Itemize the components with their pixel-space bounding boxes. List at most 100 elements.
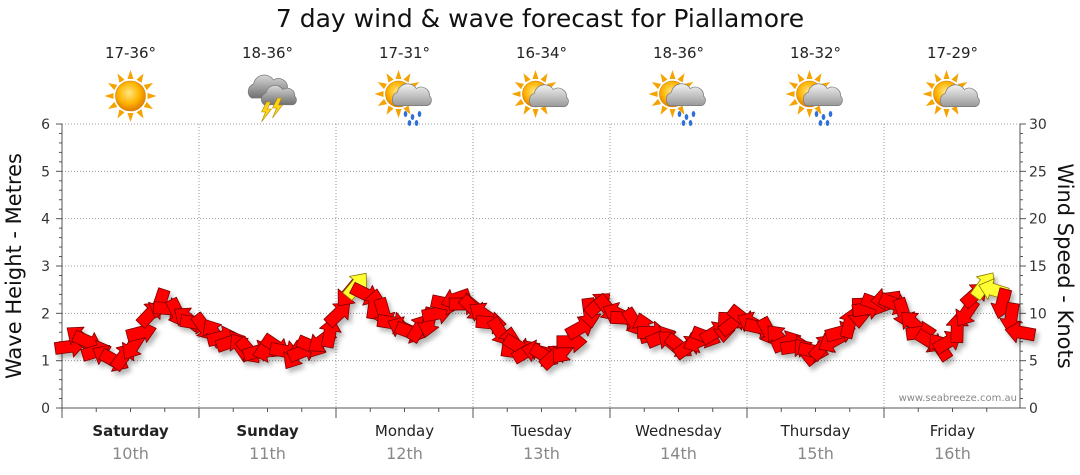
sun-ray [514, 98, 525, 106]
day-date-label: 10th [112, 444, 149, 463]
sun-ray [386, 73, 394, 83]
sun-disc [115, 80, 146, 112]
sun-ray [943, 109, 950, 118]
sun-ray [788, 82, 799, 90]
partly-cloudy-icon [922, 70, 980, 118]
right-tick-label: 0 [1029, 401, 1038, 417]
rain-drop [677, 111, 682, 117]
rain-drop [825, 120, 830, 126]
rain-drop [410, 114, 415, 120]
gridlines [62, 123, 1020, 408]
sun-ray [104, 93, 114, 99]
sun-ray [951, 105, 959, 115]
sun-ray [377, 82, 388, 90]
sun-ray [386, 105, 394, 115]
axes: 0 1 2 3 4 5 6 0 5 10 15 20 25 30 Wave Height - Metres W… [2, 117, 1077, 418]
sun-ray [660, 73, 668, 83]
sun-ray [403, 105, 411, 115]
lightning-bolt [272, 97, 284, 119]
rain-drop [821, 114, 826, 120]
sun-ray [677, 105, 685, 115]
sun-ray [136, 109, 144, 119]
left-tick-label: 6 [41, 117, 50, 133]
sun-ray [660, 105, 668, 115]
sunny-icon [104, 70, 157, 122]
sun-ray [143, 101, 154, 109]
sun-ray [677, 73, 685, 83]
rain-drop [691, 111, 696, 117]
partly-cloudy-icon [511, 70, 569, 118]
day-date-label: 13th [523, 444, 560, 463]
sun-ray [806, 109, 813, 118]
left-tick-label: 2 [41, 306, 50, 322]
right-tick-label: 5 [1029, 354, 1038, 370]
wind-arrow [1004, 320, 1037, 344]
sun-ray [814, 105, 822, 115]
sun-ray [532, 70, 539, 79]
sun-ray [785, 91, 795, 97]
sun-ray [107, 101, 118, 109]
rain-drop [814, 111, 819, 117]
cloud-shape [802, 83, 843, 106]
left-tick-label: 5 [41, 164, 50, 180]
day-name-label: Thursday [780, 422, 851, 440]
right-tick-label: 20 [1029, 212, 1047, 228]
cloud-shape [665, 83, 706, 106]
sun-ray [117, 109, 125, 119]
sun-shower-icon [785, 70, 843, 126]
day-date-label: 16th [934, 444, 971, 463]
sun-ray [925, 82, 936, 90]
sun-ray [514, 82, 525, 90]
sun-ray [943, 70, 950, 79]
lightning-bolt [261, 101, 273, 123]
daily-weather-row: 17-36° 18-36° 17-31° 16-34° 18-36° 18-32° 17-2… [104, 44, 980, 126]
sun-ray [107, 83, 118, 91]
sun-ray [651, 98, 662, 106]
cloud-shape [939, 84, 980, 107]
day-temperature: 18-32° [790, 44, 841, 62]
sun-ray [403, 73, 411, 83]
day-date-label: 14th [660, 444, 697, 463]
day-temperature: 17-36° [105, 44, 156, 62]
cloud-shape [528, 84, 569, 107]
rain-drop [818, 120, 823, 126]
wind-arrow [323, 302, 351, 329]
right-axis-title: Wind Speed - Knots [1053, 163, 1077, 368]
sun-ray [395, 109, 402, 118]
sun-ray [136, 73, 144, 83]
sun-ray [523, 105, 531, 115]
sun-ray [934, 105, 942, 115]
sun-ray [922, 91, 932, 97]
sun-ray [127, 113, 134, 122]
sun-shower-icon [648, 70, 706, 126]
day-temperature: 17-29° [927, 44, 978, 62]
rain-drop [688, 120, 693, 126]
storm-icon [247, 74, 297, 123]
sun-ray [523, 73, 531, 83]
day-date-label: 11th [249, 444, 286, 463]
sun-ray [934, 73, 942, 83]
sun-ray [117, 73, 125, 83]
sun-ray [788, 98, 799, 106]
right-tick-label: 30 [1029, 117, 1047, 133]
sun-ray [143, 83, 154, 91]
rain-drop [414, 120, 419, 126]
sun-ray [377, 98, 388, 106]
day-date-label: 12th [386, 444, 423, 463]
sun-ray [127, 70, 134, 79]
chart-title: 7 day wind & wave forecast for Piallamor… [275, 4, 805, 33]
sun-ray [395, 70, 402, 79]
sun-ray [925, 98, 936, 106]
left-tick-label: 3 [41, 259, 50, 275]
sun-ray [540, 105, 548, 115]
sun-ray [797, 105, 805, 115]
right-tick-label: 10 [1029, 306, 1047, 322]
rain-drop [684, 114, 689, 120]
sun-ray [147, 93, 157, 99]
day-name-label: Friday [930, 422, 976, 440]
right-tick-label: 15 [1029, 259, 1047, 275]
sun-ray [651, 82, 662, 90]
rain-drop [681, 120, 686, 126]
day-date-label: 15th [797, 444, 834, 463]
